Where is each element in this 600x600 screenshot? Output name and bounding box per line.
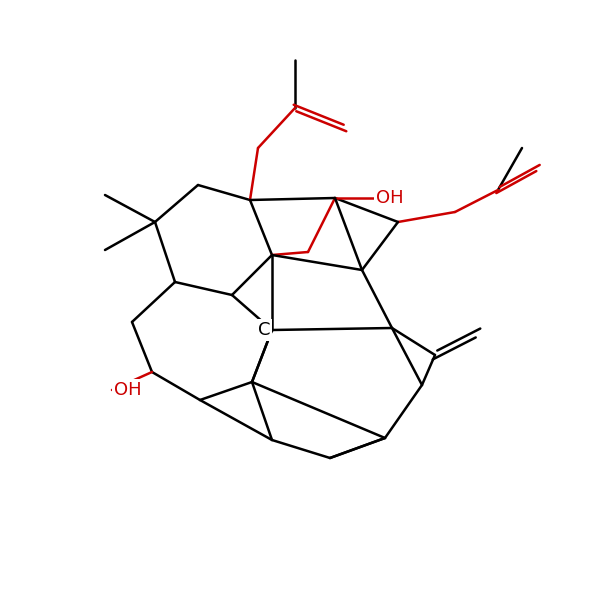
Text: OH: OH xyxy=(114,381,142,399)
Text: OH: OH xyxy=(376,189,404,207)
Text: C: C xyxy=(258,321,270,339)
